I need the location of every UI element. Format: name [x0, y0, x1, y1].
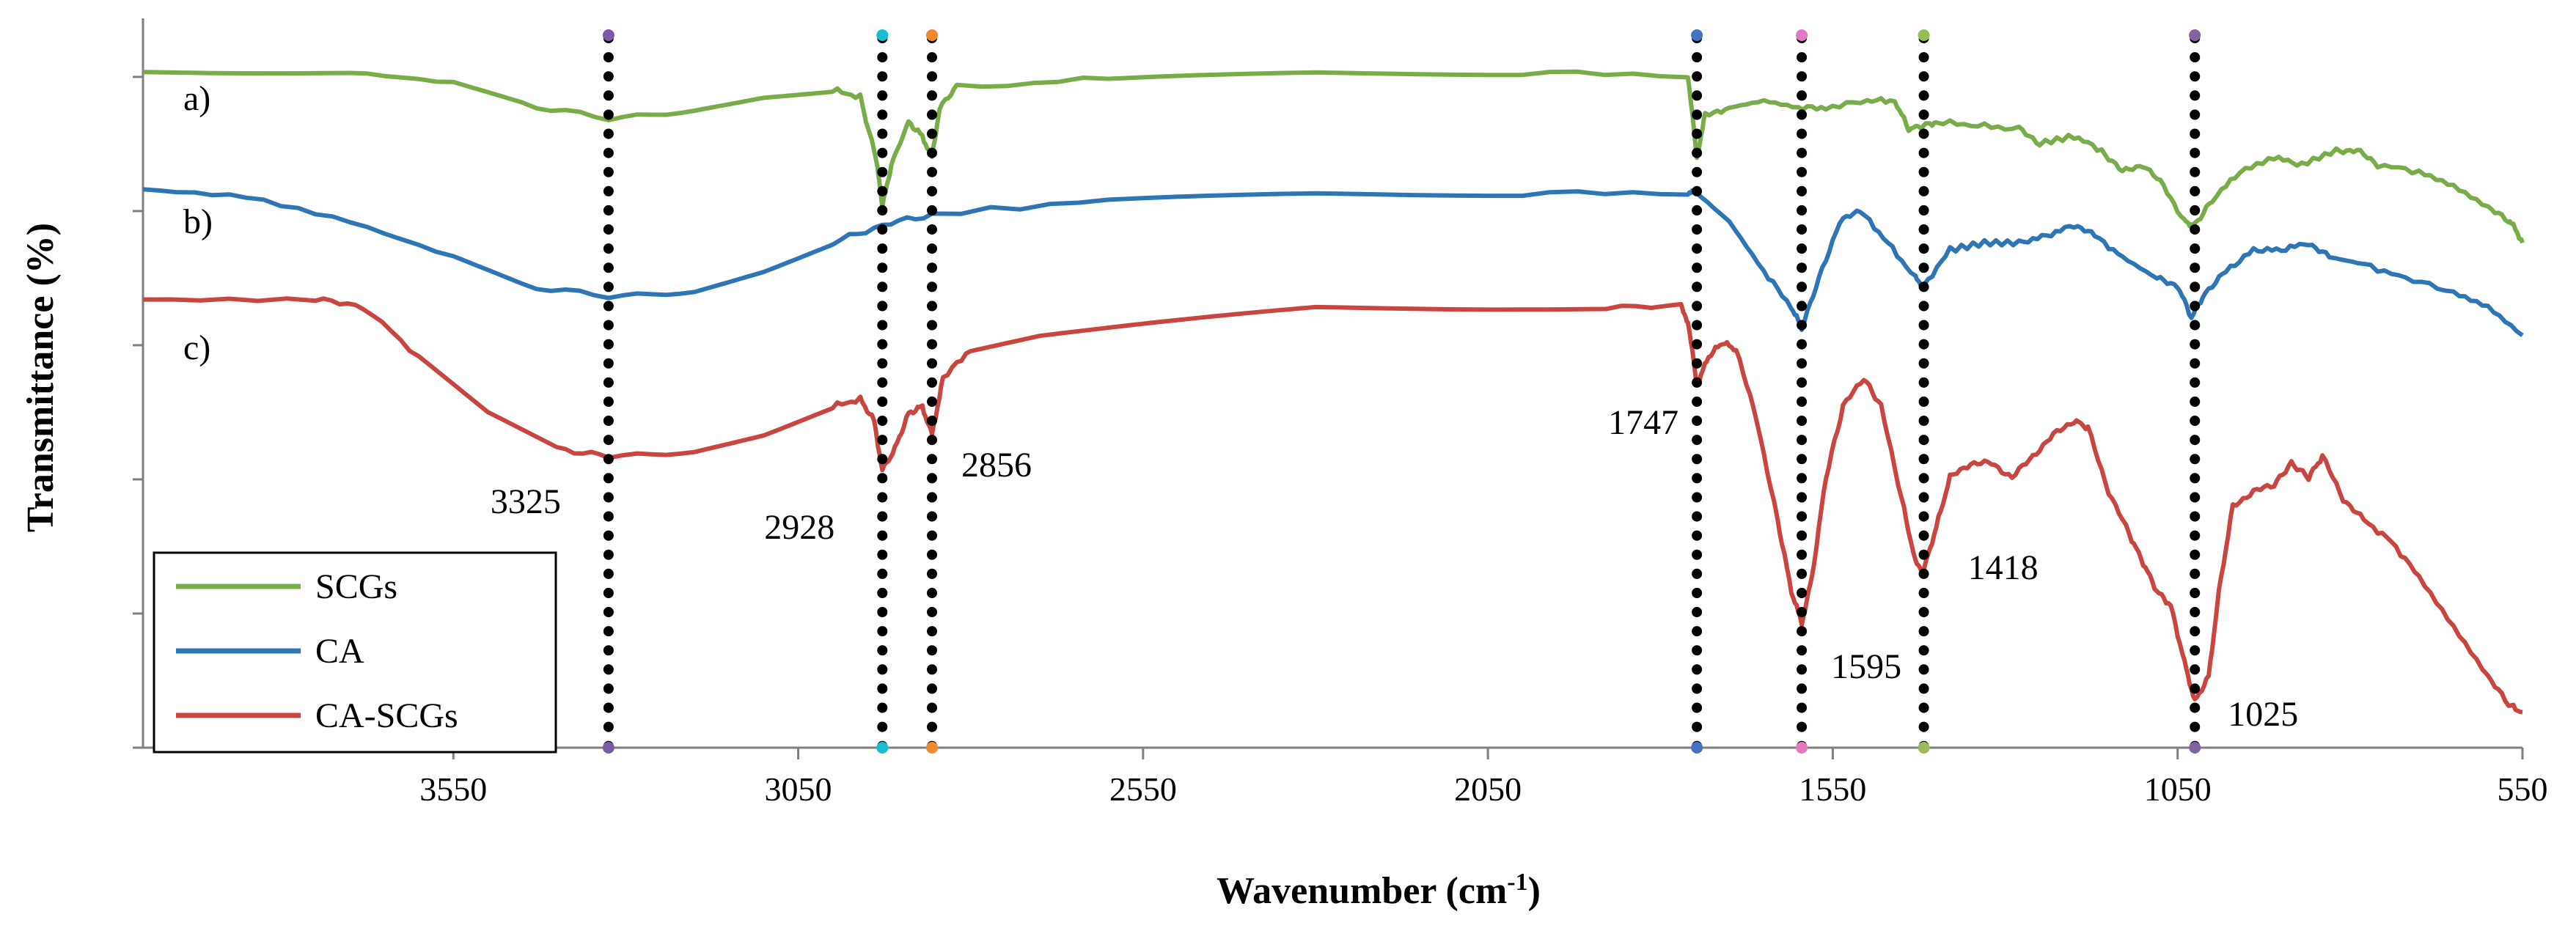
legend-label: CA-SCGs [315, 696, 458, 735]
reference-marker-bottom [1691, 742, 1703, 754]
x-tick-label: 3550 [419, 770, 487, 808]
legend-label: CA [315, 632, 364, 671]
reference-marker-bottom [2189, 742, 2201, 754]
x-tick-label: 550 [2498, 770, 2548, 808]
reference-marker-bottom [1796, 742, 1808, 754]
peak-label-1025: 1025 [2228, 695, 2298, 734]
reference-markers [602, 29, 2201, 754]
x-ticks: 3550 3050 2550 2050 1550 1050 550 [419, 748, 2548, 808]
reference-lines [603, 33, 2201, 753]
reference-marker-top [602, 29, 614, 41]
peak-label-2928: 2928 [764, 508, 834, 547]
legend: SCGs CA CA-SCGs [153, 551, 557, 754]
reference-marker-bottom [876, 742, 889, 754]
x-tick-label: 3050 [765, 770, 832, 808]
x-tick-label: 2550 [1109, 770, 1177, 808]
series-line-ca-scgs [142, 296, 2523, 715]
peak-label-3325: 3325 [491, 482, 561, 521]
x-tick-label: 1550 [1799, 770, 1866, 808]
x-tick-label: 1050 [2144, 770, 2212, 808]
series-line-ca [142, 187, 2524, 337]
reference-marker-bottom [602, 742, 614, 754]
peak-label-1595: 1595 [1831, 647, 1901, 686]
reference-marker-bottom [1918, 742, 1930, 754]
reference-marker-bottom [926, 742, 939, 754]
peak-label-2856: 2856 [961, 446, 1032, 485]
series-lines [142, 69, 2525, 715]
x-tick-label: 2050 [1454, 770, 1522, 808]
curve-label: c) [183, 328, 210, 367]
legend-label: SCGs [315, 567, 397, 606]
reference-marker-top [1796, 29, 1808, 41]
peak-label-1418: 1418 [1968, 548, 2039, 587]
y-axis-title: Transmittance (%) [20, 223, 62, 532]
series-line-scgs [142, 69, 2525, 244]
reference-marker-top [2189, 29, 2201, 41]
y-ticks [133, 76, 143, 749]
x-axis-title: Wavenumber (cm-1) [1217, 869, 1541, 912]
reference-marker-top [1918, 29, 1930, 41]
peak-label-1747: 1747 [1608, 403, 1678, 442]
legend-items: SCGs CA CA-SCGs [176, 567, 458, 735]
curve-labels: a) b) c) [183, 79, 213, 367]
curve-label: a) [183, 79, 210, 118]
peak-labels: 3325 2928 2856 1747 1595 1418 1025 [491, 403, 2298, 734]
curve-label: b) [183, 202, 213, 241]
reference-marker-top [1691, 29, 1703, 41]
reference-marker-top [876, 29, 889, 41]
reference-marker-top [926, 29, 939, 41]
